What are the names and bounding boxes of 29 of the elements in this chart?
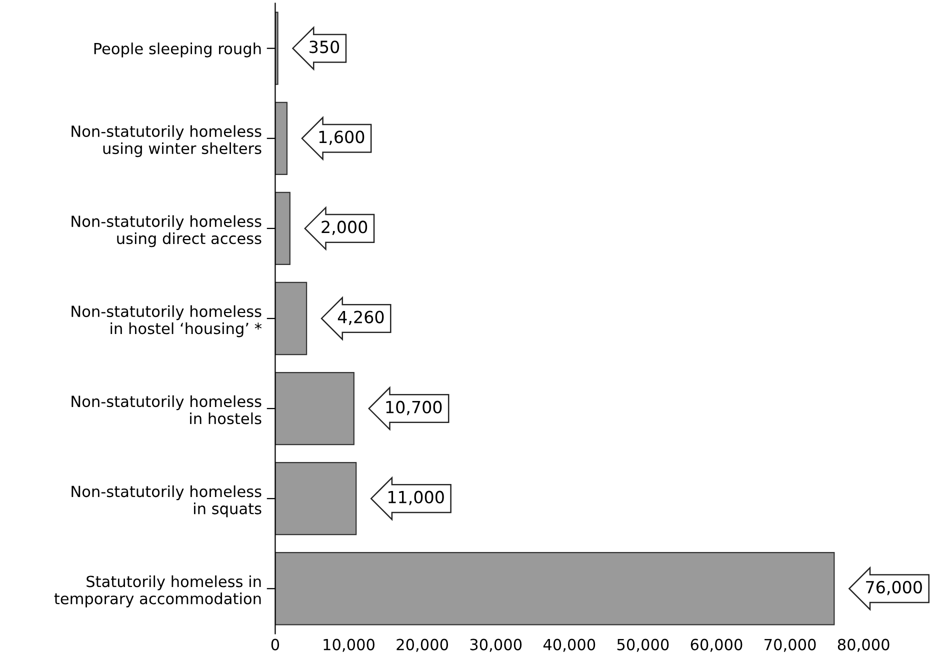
bar (275, 282, 308, 356)
bar (275, 372, 354, 446)
data-label: 76,000 (866, 580, 922, 596)
x-tick-label: 10,000 (324, 638, 374, 652)
x-tick-label: 30,000 (470, 638, 522, 652)
y-tick-label: Statutorily homeless in temporary accommodation (54, 575, 261, 608)
x-tick-label: 50,000 (617, 638, 669, 652)
y-tick-label: Non-statutorily homeless in hostels (72, 395, 262, 424)
y-tick-label: Non-statutorily homeless using direct access (72, 215, 262, 248)
x-tick-label: 60,000 (690, 638, 742, 652)
x-tick-label: 80,000 (838, 638, 890, 652)
y-tick-label: Non-statutorily homeless using winter shelters (72, 125, 262, 158)
y-tick-label: Non-statutorily homeless in squats (72, 485, 262, 518)
bar (275, 192, 290, 266)
data-label: 350 (310, 40, 340, 54)
bar (275, 102, 288, 175)
data-label: 10,700 (386, 400, 442, 416)
x-tick-label: 0 (271, 638, 280, 650)
bar (275, 462, 357, 536)
data-label: 1,600 (319, 130, 364, 145)
y-tick-label: People sleeping rough (94, 42, 261, 58)
x-tick-label: 20,000 (396, 638, 448, 652)
x-tick-label: 70,000 (764, 638, 816, 652)
data-label: 2,000 (322, 220, 368, 235)
data-label: 11,000 (388, 490, 444, 506)
bar (275, 552, 835, 626)
x-tick-label: 40,000 (543, 638, 596, 652)
y-tick-label: Non-statutorily homeless in hostel ‘housing’ * (72, 305, 262, 338)
data-label: 4,260 (338, 310, 384, 326)
